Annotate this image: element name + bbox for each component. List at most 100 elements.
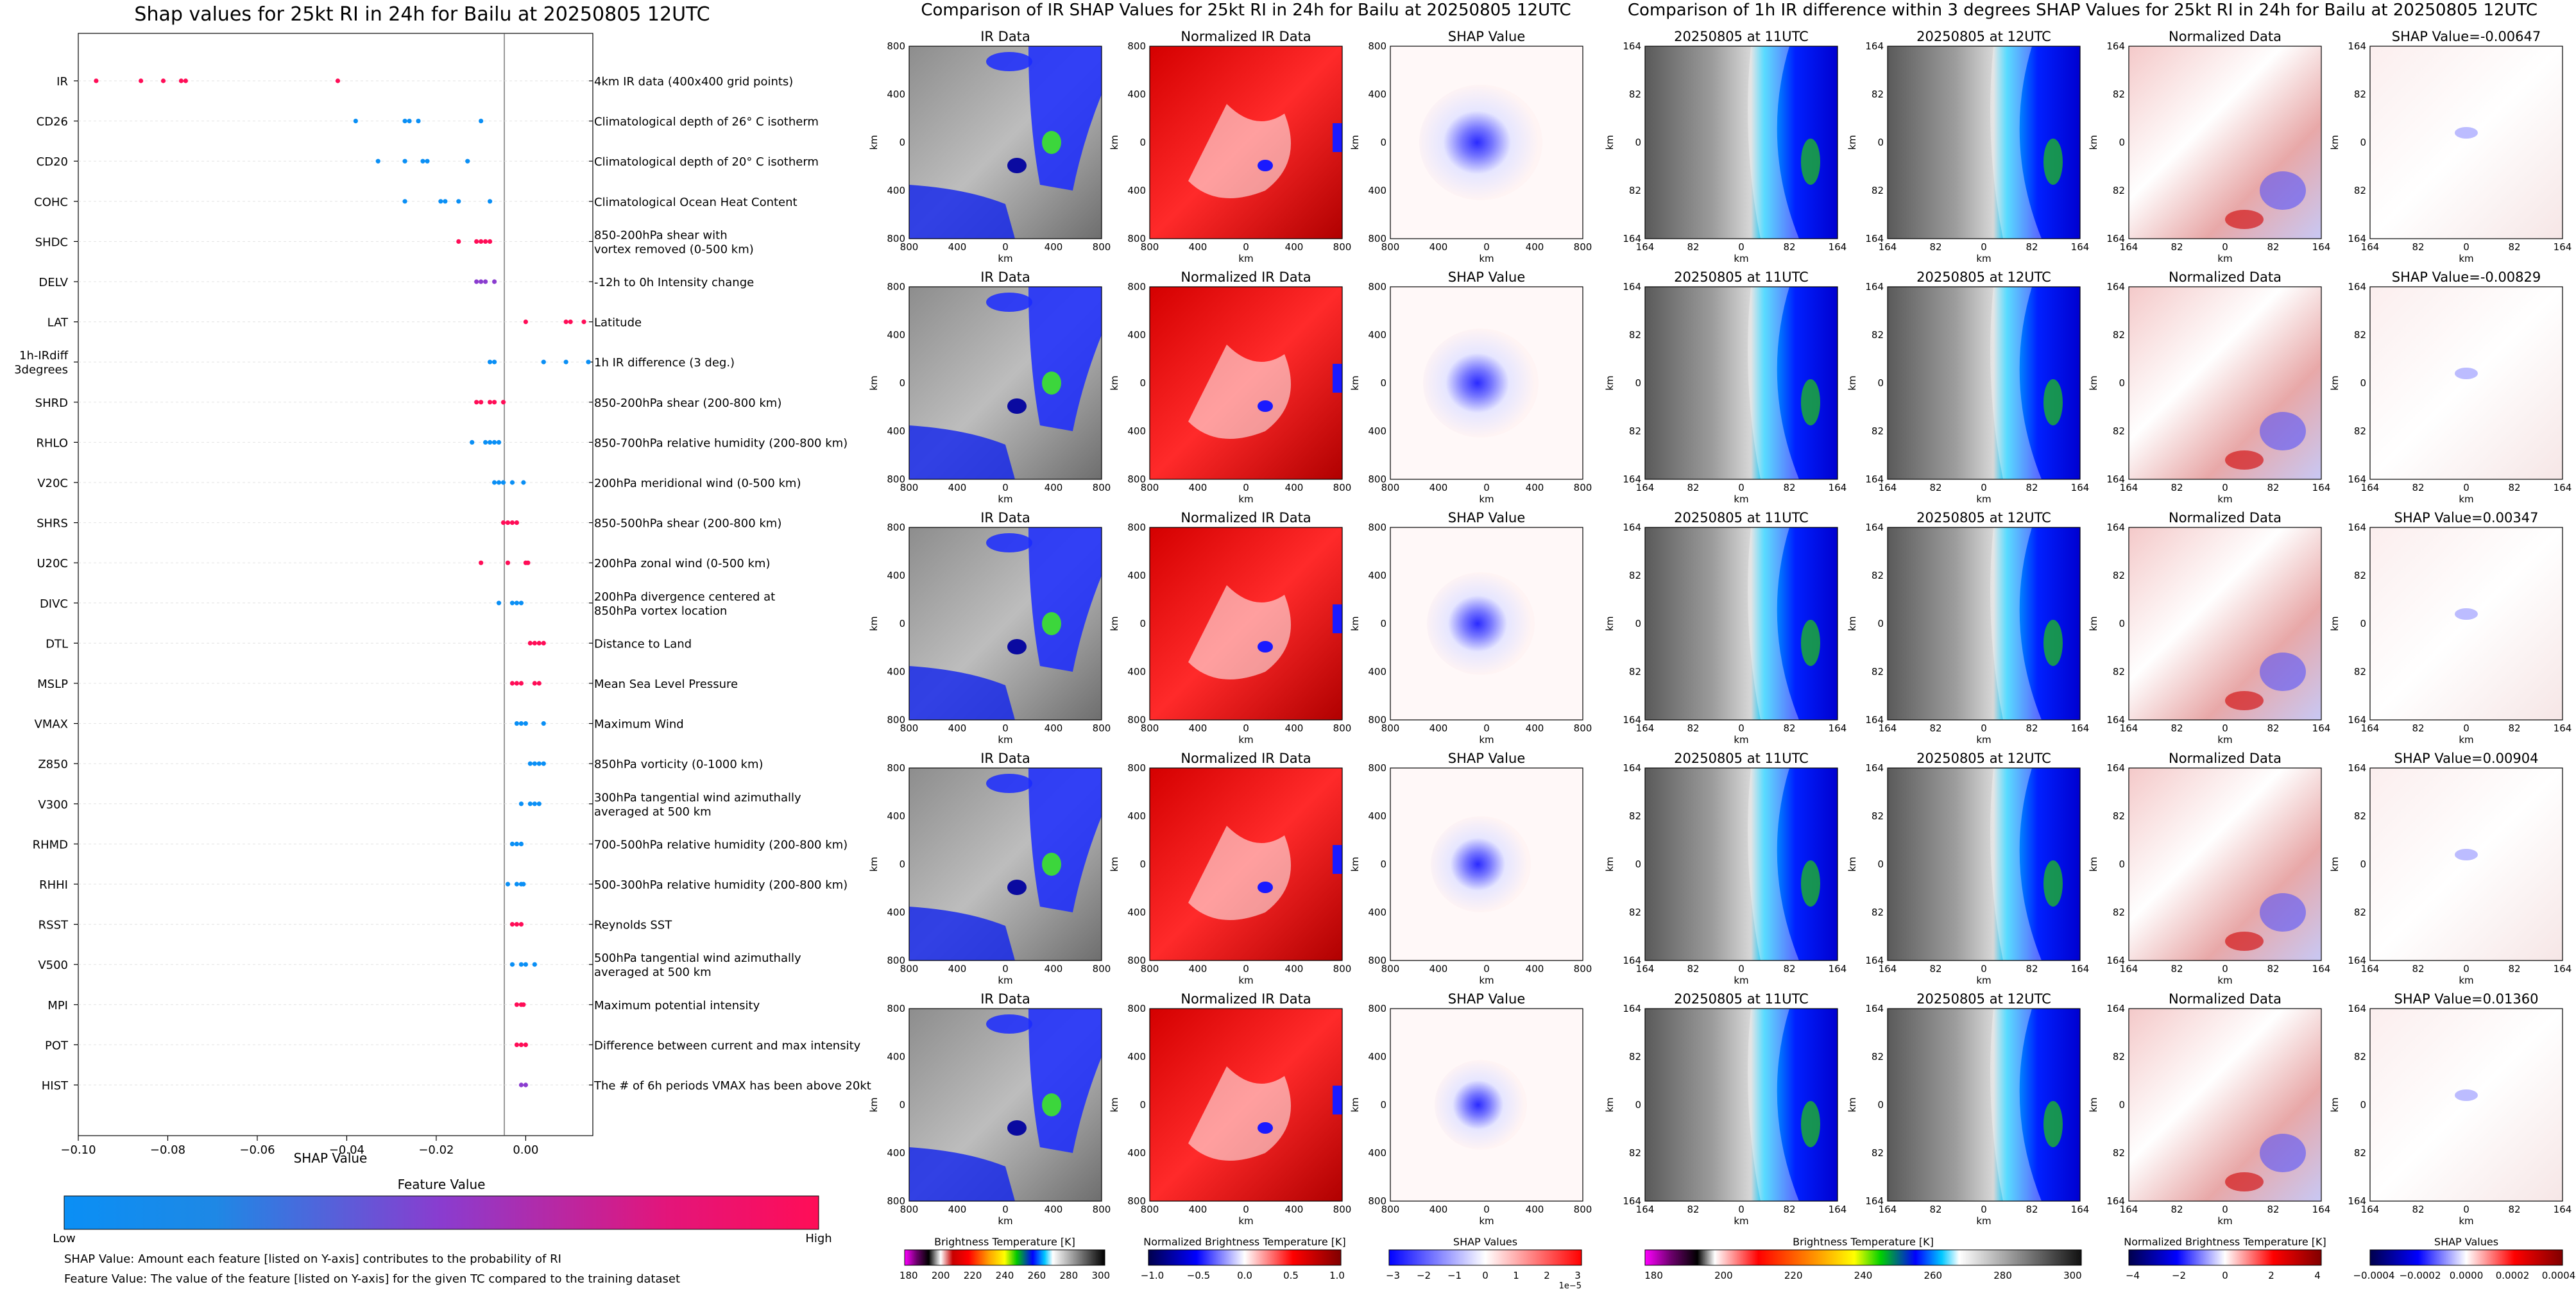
feature-name: Z850 — [38, 758, 68, 771]
panel-shap2 — [2370, 768, 2563, 960]
x-tick-label: 164 — [2120, 963, 2138, 975]
y-tick-label: 400 — [1127, 1051, 1146, 1063]
x-axis-label: km — [1479, 493, 1494, 505]
x-tick-label: 800 — [1141, 963, 1159, 975]
y-axis-label: km — [1349, 135, 1361, 149]
x-tick-label: 800 — [1381, 1204, 1400, 1215]
x-tick-label: 0 — [2222, 1204, 2228, 1215]
very-cold-cloud-region — [2043, 379, 2063, 425]
x-tick-label: 0 — [2222, 241, 2228, 253]
summary-xlabel: SHAP Value — [294, 1150, 368, 1166]
panel-title: Normalized IR Data — [1181, 510, 1311, 525]
x-tick-label: 800 — [1381, 963, 1400, 975]
shap-point — [160, 78, 166, 83]
y-tick-label: 0 — [1635, 618, 1641, 629]
y-tick-label: 164 — [2348, 762, 2366, 774]
y-axis-label: km — [2088, 375, 2099, 390]
colorbar — [904, 1249, 1105, 1266]
feature-description: 700-500hPa relative humidity (200-800 km… — [594, 838, 848, 851]
y-tick-label: 800 — [1368, 233, 1386, 244]
y-tick-label: 82 — [2113, 570, 2125, 581]
panel-ndiff — [2129, 46, 2321, 239]
y-tick-label: 82 — [1872, 329, 1884, 341]
shap-point — [496, 440, 502, 445]
cloud-edge-region — [1990, 1009, 2042, 1201]
x-tick-label: 400 — [1045, 1204, 1063, 1215]
panel-shap — [1390, 1009, 1583, 1201]
panel-diff — [1645, 46, 1838, 239]
y-tick-label: 400 — [887, 1051, 905, 1063]
x-tick-label: −0.04 — [329, 1143, 364, 1157]
cloud-edge-region — [1748, 287, 1799, 479]
panel-diff — [1645, 768, 1838, 960]
shap-point — [479, 279, 484, 284]
x-tick-label: 82 — [2508, 722, 2520, 734]
y-tick-label: 400 — [887, 810, 905, 822]
y-tick-label: 82 — [1629, 810, 1641, 822]
y-tick-label: 400 — [887, 1147, 905, 1159]
summary-title: Shap values for 25kt RI in 24h for Bailu… — [134, 3, 710, 26]
colorbar-tick-label: 0.0 — [1237, 1270, 1252, 1281]
panel-frame — [1644, 527, 1838, 721]
x-tick-label: 0 — [1483, 482, 1490, 493]
y-tick-label: 800 — [1368, 955, 1386, 966]
y-tick-label: 400 — [887, 185, 905, 196]
feature-name: RSST — [38, 919, 69, 932]
x-tick-label: 800 — [1574, 722, 1592, 734]
colorbar-tick-label: 300 — [2063, 1270, 2082, 1281]
cold-cloud-region — [1007, 1120, 1027, 1136]
y-tick-label: 0 — [2119, 858, 2125, 870]
panel-frame — [2369, 1008, 2563, 1202]
y-tick-label: 800 — [887, 522, 905, 533]
x-tick-label: 82 — [1687, 241, 1699, 253]
x-axis-label: km — [1238, 975, 1253, 986]
x-tick-label: 164 — [2554, 1204, 2572, 1215]
bottom-colorbars: Brightness Temperature [K]180 200 220 240 26… — [900, 1236, 2575, 1289]
x-tick-label: 400 — [1189, 1204, 1207, 1215]
cold-anomaly-region — [1258, 641, 1273, 653]
y-tick-label: 82 — [2113, 810, 2125, 822]
panel-frame — [1887, 1008, 2081, 1202]
feature-description: 200hPa meridional wind (0-500 km) — [594, 477, 801, 490]
panel-title: 20250805 at 11UTC — [1674, 991, 1809, 1007]
x-tick-label: 800 — [1333, 963, 1352, 975]
x-tick-label: 400 — [948, 722, 967, 734]
panel-title: 20250805 at 12UTC — [1916, 991, 2051, 1007]
y-tick-label: 82 — [2113, 89, 2125, 100]
x-axis-label: km — [998, 493, 1012, 505]
y-tick-label: 82 — [1872, 89, 1884, 100]
x-tick-label: 82 — [2508, 482, 2520, 493]
x-tick-label: 0 — [1483, 963, 1490, 975]
x-tick-label: 800 — [900, 482, 919, 493]
feature-description: Climatological depth of 20° C isotherm — [594, 155, 819, 169]
y-tick-label: 82 — [1872, 425, 1884, 437]
normalized-diff-image — [2129, 1009, 2321, 1201]
x-axis-label: km — [998, 1215, 1012, 1227]
shap-point — [586, 359, 591, 364]
panel-ir — [909, 1009, 1102, 1201]
x-tick-label: 82 — [1783, 1204, 1795, 1215]
colorbar-label: Normalized Brightness Temperature [K] — [2124, 1236, 2326, 1248]
panel-ir — [909, 527, 1102, 720]
x-tick-label: 0 — [1002, 241, 1009, 253]
x-tick-label: 164 — [2554, 482, 2572, 493]
x-tick-label: 164 — [1636, 241, 1655, 253]
y-tick-label: 82 — [1629, 1147, 1641, 1159]
y-tick-label: 164 — [1865, 714, 1884, 726]
y-tick-label: 82 — [2354, 425, 2366, 437]
x-tick-label: 0 — [1738, 1204, 1744, 1215]
y-tick-label: 400 — [1368, 907, 1386, 918]
y-tick-label: 164 — [2348, 281, 2366, 293]
x-tick-label: 400 — [1045, 241, 1063, 253]
shap-point — [483, 440, 488, 445]
x-tick-label: 0 — [1981, 241, 1987, 253]
colorbar — [1388, 1249, 1582, 1266]
x-tick-label: 82 — [2267, 963, 2279, 975]
panel-frame — [1644, 767, 1838, 961]
colorbar-tick-label: 3 — [1574, 1270, 1581, 1281]
x-tick-label: 164 — [2361, 963, 2380, 975]
y-tick-label: 800 — [1127, 762, 1146, 774]
very-cold-cloud-region — [1801, 620, 1820, 666]
y-tick-label: 82 — [2354, 1051, 2366, 1063]
positive-anomaly-region — [2225, 691, 2264, 710]
